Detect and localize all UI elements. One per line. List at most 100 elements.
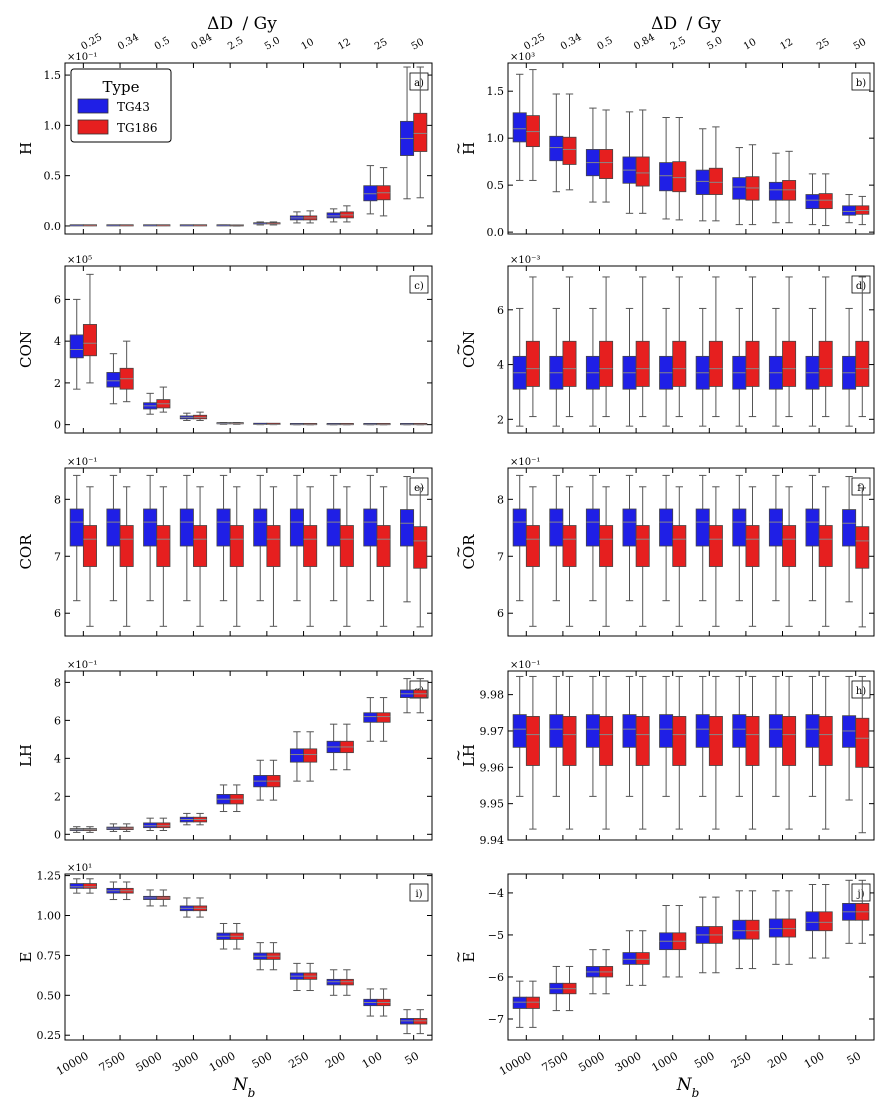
multiplier-e: ×10⁻¹	[67, 457, 97, 468]
ytick-label-c-0: 0	[54, 419, 61, 432]
box-tg186-b-5	[708, 167, 723, 195]
box-tg186-d-1	[562, 340, 577, 387]
multiplier-a: ×10⁻¹	[67, 52, 97, 63]
box-tg186-e-5	[266, 525, 281, 567]
box-tg186-b-1	[562, 136, 577, 165]
box-tg43-j-6	[732, 919, 747, 940]
top-tick-label-a-5: 5.0	[263, 35, 282, 52]
panel-letter-c: c)	[414, 281, 424, 292]
multiplier-b: ×10³	[510, 52, 535, 63]
box-tg43-j-3	[622, 952, 637, 965]
top-tick-label-b-0: 0.25	[522, 32, 547, 53]
box-tg43-j-8	[805, 911, 820, 932]
ytick-label-a-1: 0.5	[44, 170, 62, 183]
box-tg186-j-7	[782, 918, 797, 938]
bottom-tick-label-j-4: 1000	[649, 1049, 680, 1074]
panel-letter-box-e	[409, 477, 429, 496]
panel-letter-i: i)	[415, 889, 422, 900]
ylabel-f: COR	[460, 534, 478, 570]
box-tg186-d-4	[672, 340, 687, 387]
box-tg43-b-0	[512, 112, 527, 143]
ylabel-b: H	[460, 142, 478, 155]
box-tg186-f-7	[782, 525, 797, 567]
box-tg186-e-4	[229, 525, 244, 567]
top-tick-label-a-1: 0.34	[116, 32, 141, 53]
panel-letter-box-j	[851, 883, 871, 902]
bottom-tick-label-j-5: 500	[692, 1049, 717, 1071]
ylabel-j: E	[460, 952, 478, 963]
box-tg186-e-7	[339, 525, 354, 567]
ytick-label-d-0: 2	[497, 413, 504, 426]
ytick-label-j-3: −4	[488, 887, 504, 900]
bottom-tick-label-j-9: 50	[845, 1049, 864, 1067]
ylabel-tilde-f: ~	[449, 546, 467, 559]
ytick-label-h-2: 9.96	[480, 761, 505, 774]
multiplier-d: ×10⁻³	[510, 255, 540, 266]
box-tg43-e-6	[289, 508, 304, 547]
panel-letter-box-a	[409, 72, 429, 91]
ylabel-tilde-h: ~	[449, 749, 467, 762]
box-tg186-h-6	[745, 716, 760, 766]
box-tg43-a-8	[363, 185, 378, 202]
box-tg43-a-7	[326, 212, 341, 219]
box-tg186-h-8	[818, 716, 833, 766]
legend-label-tg186: TG186	[117, 121, 158, 135]
box-tg43-h-2	[585, 714, 600, 748]
bottom-tick-label-i-6: 250	[286, 1049, 311, 1071]
top-tick-label-a-0: 0.25	[79, 32, 104, 53]
multiplier-c: ×10⁵	[67, 255, 92, 266]
ytick-label-b-2: 1.0	[487, 132, 505, 145]
ytick-label-i-0: 0.25	[37, 1029, 62, 1042]
top-tick-label-b-8: 25	[815, 37, 832, 53]
box-tg43-c-1	[106, 372, 121, 388]
ytick-label-i-4: 1.25	[37, 870, 62, 883]
box-tg43-f-4	[659, 508, 674, 547]
box-tg186-f-4	[672, 525, 687, 567]
box-tg43-j-0	[512, 996, 527, 1009]
bottom-axis-title-right: Nb	[676, 1075, 700, 1100]
box-tg186-f-2	[599, 525, 614, 567]
ytick-label-d-2: 6	[497, 304, 504, 317]
bottom-tick-label-j-6: 250	[729, 1049, 754, 1071]
legend-title: Type	[103, 78, 140, 96]
top-tick-label-b-6: 10	[742, 37, 759, 53]
top-tick-label-b-3: 0.84	[632, 32, 657, 53]
box-tg186-g-8	[376, 712, 391, 723]
ytick-label-c-2: 4	[54, 335, 61, 348]
box-tg43-b-9	[842, 205, 857, 216]
ytick-label-g-3: 6	[54, 714, 61, 727]
box-tg186-c-0	[82, 324, 97, 357]
ytick-label-i-3: 1.00	[37, 910, 62, 923]
top-tick-label-a-7: 12	[336, 37, 353, 53]
box-tg43-j-7	[768, 918, 783, 938]
top-tick-label-b-9: 50	[852, 37, 869, 53]
box-tg186-d-6	[745, 340, 760, 387]
axes-frame-d	[507, 265, 875, 434]
box-tg186-d-3	[635, 340, 650, 387]
box-tg43-f-5	[695, 508, 710, 547]
bottom-tick-label-i-2: 5000	[134, 1049, 165, 1074]
ytick-label-h-3: 9.97	[480, 725, 505, 738]
bottom-tick-label-j-0: 10000	[497, 1049, 534, 1078]
box-tg43-h-6	[732, 714, 747, 748]
ylabel-g: LH	[17, 744, 35, 767]
box-tg186-h-3	[635, 716, 650, 766]
box-tg186-h-2	[599, 716, 614, 766]
bottom-tick-label-i-0: 10000	[54, 1049, 91, 1078]
box-tg43-f-3	[622, 508, 637, 547]
box-tg43-b-4	[659, 162, 674, 192]
box-tg186-j-3	[635, 952, 650, 965]
top-tick-label-a-2: 0.5	[153, 35, 172, 52]
bottom-tick-label-j-8: 100	[802, 1049, 827, 1071]
axes-frame-a	[64, 62, 433, 235]
ylabel-d: CON	[460, 331, 478, 368]
box-tg43-c-0	[69, 334, 84, 359]
box-tg186-j-6	[745, 919, 760, 940]
panel-letter-a: a)	[414, 78, 424, 89]
box-tg186-e-8	[376, 525, 391, 567]
box-tg186-d-8	[818, 340, 833, 387]
top-tick-label-b-5: 5.0	[705, 35, 724, 52]
ytick-label-a-2: 1.0	[44, 119, 62, 132]
box-tg43-e-2	[143, 508, 158, 547]
